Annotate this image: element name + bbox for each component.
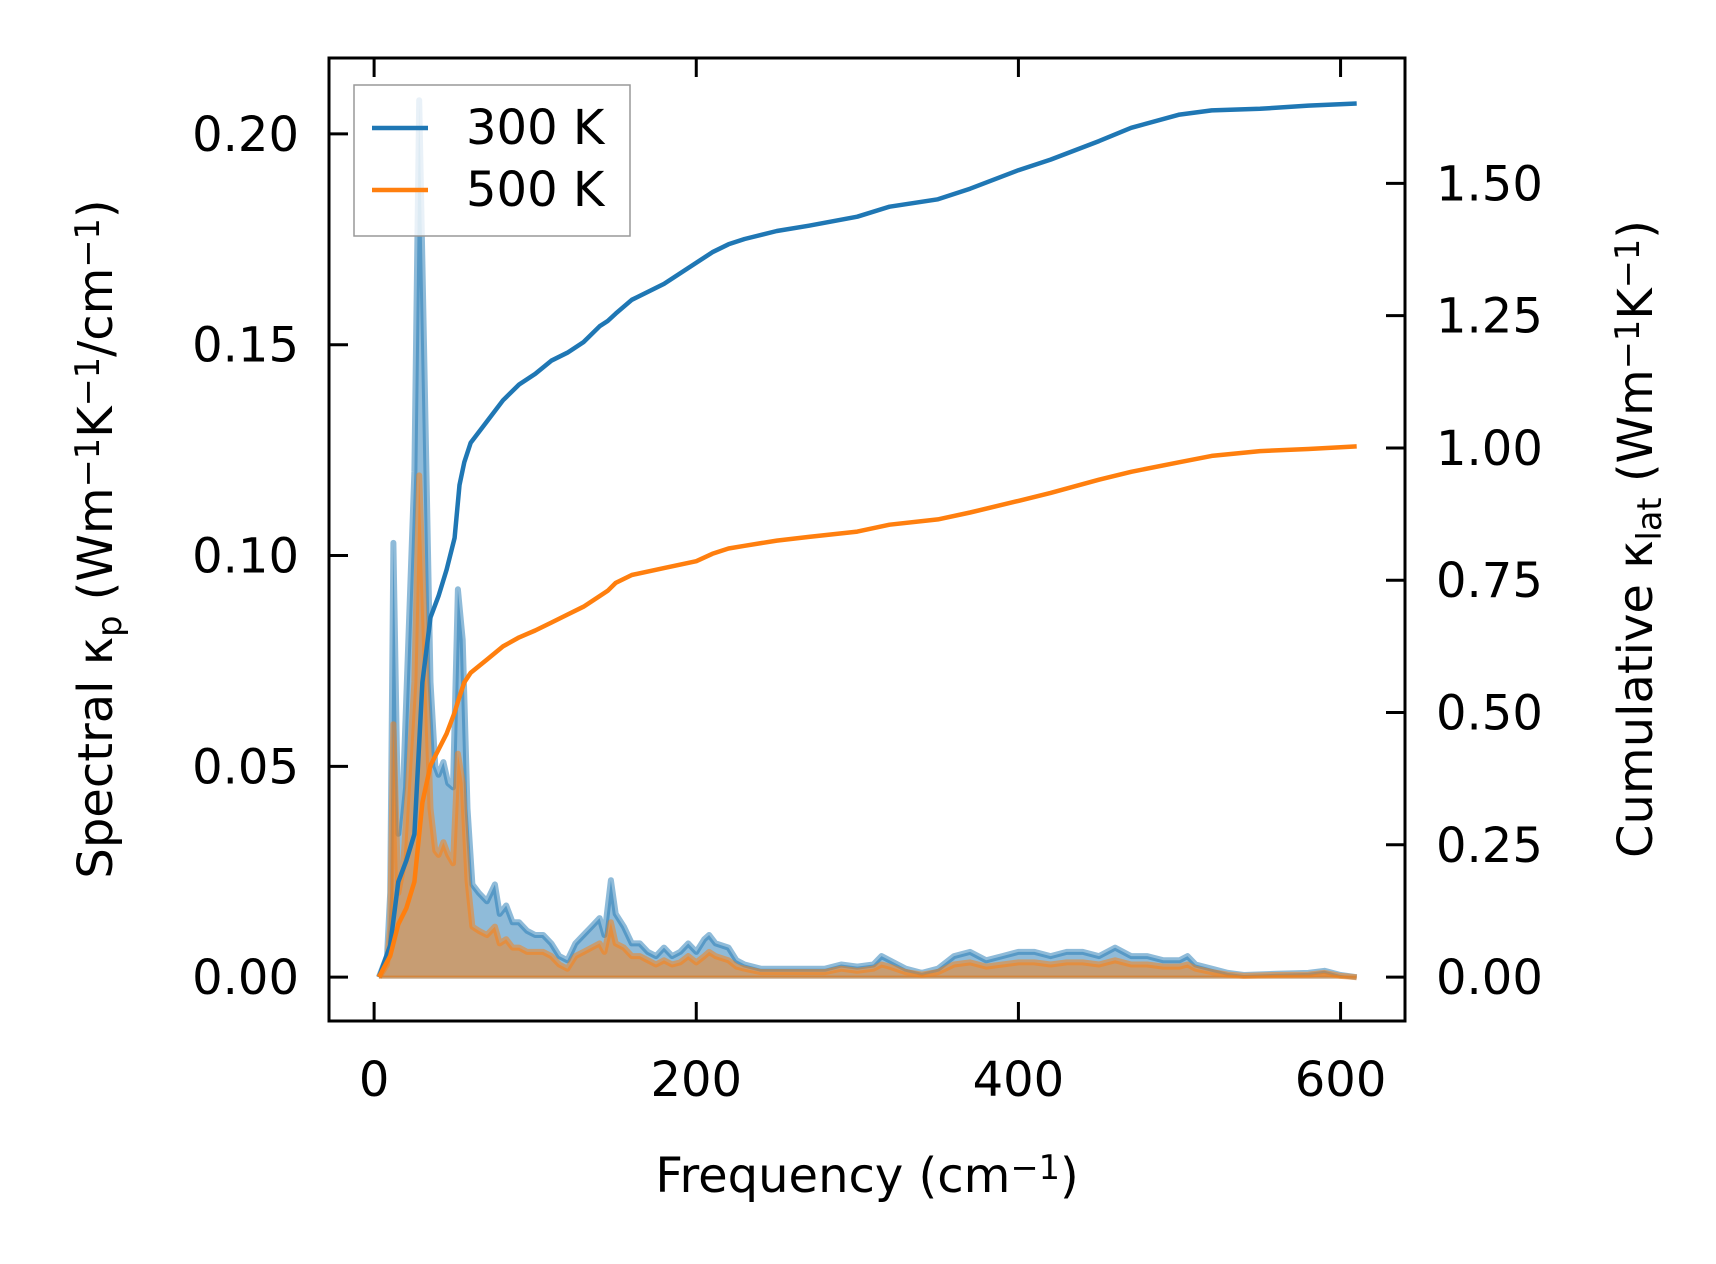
plot-area — [376, 97, 1358, 981]
y-tick-label-right: 1.00 — [1436, 421, 1543, 477]
y-tick-label-left: 0.05 — [192, 739, 299, 795]
cumulative-line-500k — [376, 444, 1357, 979]
superscript: −1 — [68, 357, 107, 407]
y-tick-label-right: 1.25 — [1436, 289, 1543, 345]
superscript: −1 — [68, 218, 107, 268]
label-part: ) — [68, 199, 124, 218]
y-tick-label-right: 0.75 — [1436, 553, 1543, 609]
legend-label-500k: 500 K — [466, 162, 606, 218]
superscript: −1 — [1608, 239, 1647, 289]
y-axis-title-right: Cumulative κlat (Wm−1K−1) — [1608, 220, 1669, 858]
superscript: −1 — [1010, 1148, 1060, 1187]
x-tick-label: 200 — [650, 1052, 742, 1108]
legend: 300 K 500 K — [353, 84, 631, 237]
label-part: ) — [1060, 1148, 1079, 1204]
cumulative-line-300k — [376, 101, 1357, 978]
y-tick-label-right: 1.50 — [1436, 156, 1543, 212]
y-tick-label-left: 0.15 — [192, 318, 299, 374]
axes: 0 200 400 600 0.00 0.05 0.10 0.15 0.20 0.00 0.25 0.… — [68, 56, 1669, 1204]
label-part: (Wm — [1608, 369, 1664, 497]
superscript: −1 — [68, 438, 107, 488]
axes-frame — [327, 56, 1407, 1023]
spectral-line-500k — [376, 472, 1357, 981]
superscript: −1 — [1608, 320, 1647, 370]
legend-box — [353, 84, 631, 237]
label-part: (Wm — [68, 487, 124, 615]
y-tick-label-left: 0.00 — [192, 950, 299, 1006]
y-tick-label-left: 0.20 — [192, 107, 299, 163]
x-axis-title: Frequency (cm−1) — [655, 1148, 1078, 1204]
spectral-line-300k — [376, 97, 1358, 981]
y-tick-label-right: 0.50 — [1436, 686, 1543, 742]
legend-label-300k: 300 K — [466, 100, 606, 156]
label-part: /cm — [68, 268, 124, 357]
plot-marks — [376, 97, 1358, 981]
label-part: Spectral κ — [68, 637, 124, 879]
subscript: p — [90, 616, 129, 637]
label-part: Frequency (cm — [655, 1148, 1010, 1204]
label-part: K — [1608, 287, 1664, 320]
x-tick-label: 400 — [973, 1052, 1065, 1108]
x-tick-label: 0 — [359, 1052, 390, 1108]
x-tick-label: 600 — [1295, 1052, 1387, 1108]
label-part: ) — [1608, 220, 1664, 239]
y-tick-label-left: 0.10 — [192, 529, 299, 585]
label-part: K — [68, 405, 124, 438]
subscript: lat — [1630, 497, 1669, 540]
label-part: Cumulative κ — [1608, 540, 1664, 858]
y-axis-title-left: Spectral κp (Wm−1K−1/cm−1) — [68, 199, 129, 878]
y-tick-label-right: 0.25 — [1436, 818, 1543, 874]
y-tick-label-right: 0.00 — [1436, 950, 1543, 1006]
